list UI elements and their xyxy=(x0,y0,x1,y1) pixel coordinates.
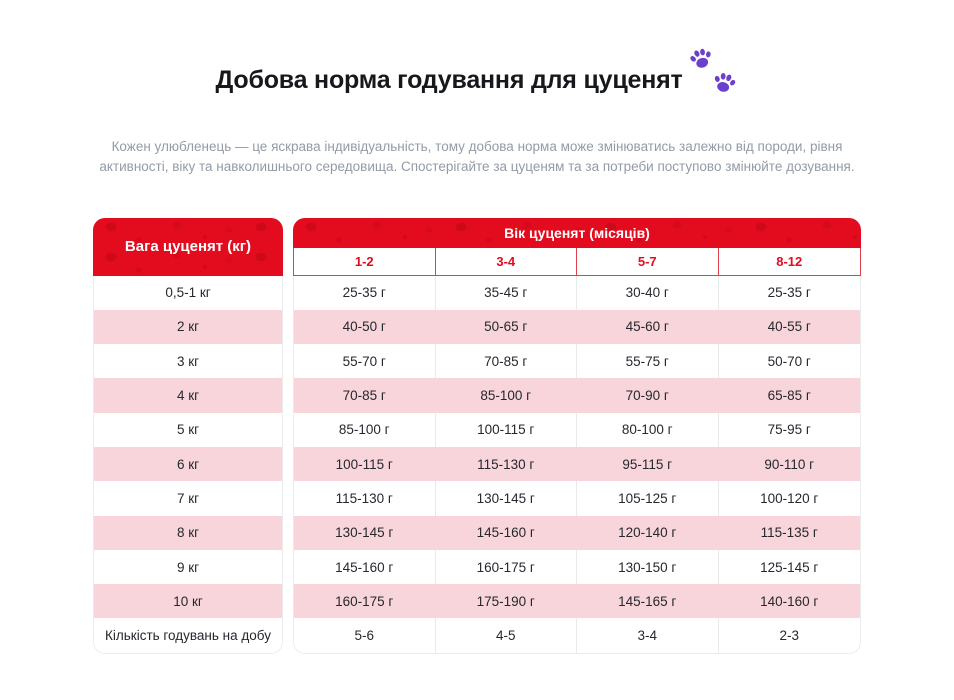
portion-cell: 115-130 г xyxy=(435,446,577,482)
portion-cell: 130-145 г xyxy=(436,481,577,516)
portion-cell: 140-160 г xyxy=(718,584,860,619)
portion-cell: 50-70 г xyxy=(767,353,811,369)
age-range-header: 5-7 xyxy=(577,247,719,275)
portion-cell: 100-115 г xyxy=(436,412,577,447)
feedings-per-day-cell: 4-5 xyxy=(436,618,577,653)
age-range-header: 1-2 xyxy=(294,247,436,275)
portion-cell: 115-135 г xyxy=(718,515,860,550)
age-group-header: Вік цуценят (місяців) xyxy=(293,217,861,248)
portion-cell: 85-100 г xyxy=(435,378,577,413)
table-row: 25-35 г 35-45 г 30-40 г 25-35 г xyxy=(294,275,860,310)
table-row: 40-50 г 50-65 г 45-60 г 40-55 г xyxy=(294,309,860,345)
portion-cell: 50-65 г xyxy=(435,309,577,345)
portion-cell: 70-85 г xyxy=(436,344,577,379)
portion-cell: 55-75 г xyxy=(577,344,719,379)
portion-cell: 145-160 г xyxy=(294,549,436,585)
feedings-per-day-cell: 5-6 xyxy=(294,618,436,653)
portion-cell: 35-45 г xyxy=(436,275,577,310)
weight-cell: 3 кг xyxy=(94,344,282,379)
portion-cell: 160-175 г xyxy=(436,549,577,585)
weight-cell: 4 кг xyxy=(94,378,282,413)
weight-cell: 10 кг xyxy=(94,584,282,619)
portion-cell: 100-115 г xyxy=(294,446,436,482)
portion-cell: 145-165 г xyxy=(577,584,719,619)
portion-cell: 80-100 г xyxy=(577,412,719,447)
weight-cell: 7 кг xyxy=(94,481,282,516)
age-range-header: 8-12 xyxy=(776,253,803,269)
feedings-per-day-cell: 2-3 xyxy=(779,628,799,644)
portion-cell: 160-175 г xyxy=(294,584,436,619)
weight-column-body: 0,5-1 кг 2 кг 3 кг 4 кг 5 кг 6 кг 7 кг 8… xyxy=(93,275,283,654)
portion-cell: 105-125 г xyxy=(577,481,719,516)
weight-cell: 9 кг xyxy=(94,549,282,585)
table-row: 160-175 г 175-190 г 145-165 г 140-160 г xyxy=(294,584,860,619)
portion-cell: 30-40 г xyxy=(577,275,719,310)
title-row: Добова норма годування для цуценят xyxy=(0,48,954,125)
portion-cell: 65-85 г xyxy=(718,378,860,413)
age-range-row: 1-2 3-4 5-7 8-12 xyxy=(293,247,861,276)
portion-cell: 90-110 г xyxy=(718,446,860,482)
portion-cell: 55-70 г xyxy=(294,344,436,379)
table-row: 5-6 4-5 3-4 2-3 xyxy=(294,618,860,653)
table-row: 70-85 г 85-100 г 70-90 г 65-85 г xyxy=(294,378,860,413)
weight-column-header-label: Вага цуценят (кг) xyxy=(124,238,252,255)
portion-cell: 25-35 г xyxy=(294,275,436,310)
table-row: 145-160 г 160-175 г 130-150 г 125-145 г xyxy=(294,549,860,585)
portion-cell: 70-85 г xyxy=(294,378,436,413)
portion-cell: 115-130 г xyxy=(294,481,436,516)
feedings-per-day-label: Кількість годувань на добу xyxy=(94,618,282,653)
portion-cell: 125-145 г xyxy=(760,559,819,575)
portion-cell: 40-55 г xyxy=(718,309,860,345)
portions-body: 25-35 г 35-45 г 30-40 г 25-35 г 40-50 г … xyxy=(293,275,861,654)
portion-cell: 70-90 г xyxy=(577,378,719,413)
portion-cell: 85-100 г xyxy=(294,412,436,447)
weight-cell: 6 кг xyxy=(94,446,282,482)
portion-cell: 100-120 г xyxy=(760,490,819,506)
portion-cell: 130-150 г xyxy=(577,549,719,585)
table-row: 85-100 г 100-115 г 80-100 г 75-95 г xyxy=(294,412,860,447)
portion-cell: 145-160 г xyxy=(435,515,577,550)
table-row: 100-115 г 115-130 г 95-115 г 90-110 г xyxy=(294,446,860,482)
weight-cell: 5 кг xyxy=(94,412,282,447)
portion-cell: 130-145 г xyxy=(294,515,436,550)
table-row: 130-145 г 145-160 г 120-140 г 115-135 г xyxy=(294,515,860,550)
feedings-per-day-cell: 3-4 xyxy=(577,618,719,653)
paw-prints-icon xyxy=(689,48,739,125)
portion-cell: 175-190 г xyxy=(435,584,577,619)
weight-cell: 0,5-1 кг xyxy=(94,275,282,310)
weight-cell: 8 кг xyxy=(94,515,282,550)
portion-cell: 120-140 г xyxy=(577,515,719,550)
weight-cell: 2 кг xyxy=(94,309,282,345)
table-row: 115-130 г 130-145 г 105-125 г 100-120 г xyxy=(294,481,860,516)
page-title: Добова норма годування для цуценят xyxy=(215,66,683,94)
age-group-header-label: Вік цуценят (місяців) xyxy=(504,224,650,241)
page-subtitle: Кожен улюбленець — це яскрава індивідуал… xyxy=(99,139,855,175)
header: Добова норма годування для цуценят xyxy=(0,0,954,178)
portion-cell: 95-115 г xyxy=(577,446,719,482)
portion-cell: 25-35 г xyxy=(767,285,811,301)
table-row: 55-70 г 70-85 г 55-75 г 50-70 г xyxy=(294,344,860,379)
feeding-table: Вага цуценят (кг) 0,5-1 кг 2 кг 3 кг 4 к… xyxy=(0,217,954,654)
age-columns: Вік цуценят (місяців) 1-2 3-4 5-7 8-12 2… xyxy=(293,217,861,654)
age-range-header: 3-4 xyxy=(436,247,577,275)
portion-cell: 45-60 г xyxy=(577,309,719,345)
portion-cell: 40-50 г xyxy=(294,309,436,345)
portion-cell: 75-95 г xyxy=(767,422,811,438)
weight-column-header: Вага цуценят (кг) xyxy=(93,217,283,276)
weight-column: Вага цуценят (кг) 0,5-1 кг 2 кг 3 кг 4 к… xyxy=(93,217,283,654)
